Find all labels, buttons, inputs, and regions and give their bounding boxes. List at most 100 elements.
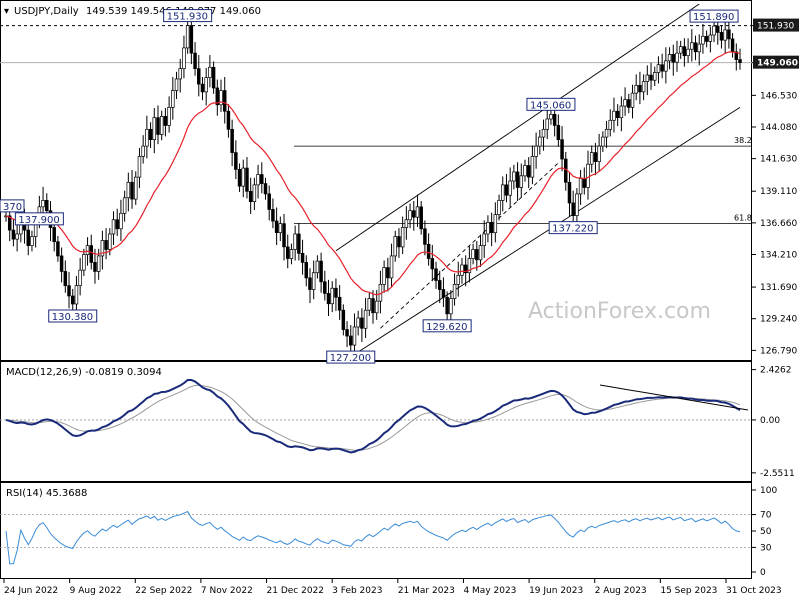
price-axis: 151.930 149.060 146.530 144.080 141.630 139.1… — [752, 18, 799, 356]
candle-body — [571, 202, 575, 216]
candle-body — [245, 167, 249, 192]
candle-body — [423, 228, 427, 245]
candle-body — [330, 287, 334, 305]
candle-body — [475, 249, 479, 261]
price-label-box — [14, 212, 64, 226]
candle-body — [586, 163, 590, 188]
x-axis: 24 Jun 2022 9 Aug 2022 22 Sep 2022 7 Nov 20… — [3, 579, 782, 596]
candle-body — [234, 152, 238, 170]
candle-body — [45, 200, 49, 212]
candle-body — [538, 136, 542, 147]
candle-body — [119, 212, 123, 230]
candle-body — [656, 64, 661, 73]
candle-body — [708, 34, 713, 42]
candle-body — [612, 110, 616, 121]
price-label-box — [689, 9, 739, 23]
candle-body — [730, 38, 735, 53]
x-tick-label: 19 Jun 2023 — [529, 586, 583, 596]
price-tick-label: 126.790 — [760, 346, 797, 356]
candle-body — [667, 54, 672, 62]
price-label-text: 129.620 — [426, 322, 467, 333]
candle-body — [185, 25, 190, 49]
candle-body — [85, 245, 90, 255]
candle-body — [111, 219, 116, 235]
channel-lower-line — [350, 106, 741, 358]
candle-body — [597, 145, 601, 162]
candle-body — [389, 255, 394, 279]
candle-body — [230, 128, 234, 153]
price-tick-label: 134.210 — [760, 251, 797, 261]
candle-body — [497, 200, 501, 215]
candle-body — [500, 184, 505, 201]
candle-body — [222, 90, 227, 112]
x-tick-label: 15 Sep 2023 — [660, 586, 717, 596]
x-tick-label: 22 Sep 2022 — [135, 586, 192, 596]
price-label-box — [422, 319, 472, 333]
candle-body — [193, 52, 197, 69]
candle-body — [274, 220, 279, 234]
candle-body — [67, 285, 71, 297]
candle-body — [82, 254, 86, 271]
candle-body — [360, 317, 364, 329]
candle-body — [241, 167, 246, 187]
high-marker-label: 151.930 — [757, 22, 794, 32]
candle-body — [41, 200, 45, 208]
candle-body — [56, 241, 60, 257]
candle-body — [460, 264, 464, 276]
candle-body — [686, 48, 690, 57]
candle-body — [260, 174, 264, 184]
candle-body — [211, 66, 216, 89]
candle-body — [367, 298, 372, 311]
candle-body — [627, 99, 631, 108]
macd-panel-frame — [0, 361, 752, 482]
candle-body — [93, 262, 97, 272]
candle-body — [371, 298, 375, 314]
candle-body — [738, 59, 742, 64]
candle-body — [690, 42, 694, 50]
candle-body — [560, 139, 564, 160]
candle-body — [415, 206, 420, 218]
candle-body — [734, 51, 739, 60]
symbol-timeframe: USDJPY,Daily — [14, 6, 79, 17]
candle-body — [486, 221, 490, 235]
rsi-panel-frame — [0, 482, 752, 579]
candle-body — [256, 174, 260, 186]
x-tick-label: 9 Aug 2022 — [70, 586, 122, 596]
candle-body — [463, 264, 468, 274]
price-label-text: 127.200 — [330, 353, 371, 364]
price-tick-label: 141.630 — [760, 155, 797, 165]
candle-body — [723, 29, 727, 41]
candle-body — [15, 233, 19, 240]
candle-body — [152, 117, 157, 141]
candle-body — [408, 210, 412, 221]
candle-body — [412, 210, 416, 218]
price-tick-label: 139.110 — [760, 187, 797, 197]
x-tick-label: 7 Nov 2022 — [201, 586, 253, 596]
candle-body — [74, 285, 79, 305]
candle-body — [426, 243, 431, 259]
price-label-text: 145.060 — [530, 100, 571, 111]
price-label-text: 151.930 — [167, 12, 208, 23]
rsi-tick-label: 50 — [760, 527, 772, 537]
candle-body — [267, 193, 271, 210]
candle-body — [608, 119, 613, 130]
candle-body — [526, 165, 531, 178]
candle-body — [397, 236, 401, 248]
panel-frames — [0, 0, 752, 579]
symbol-icon: ▾ — [4, 6, 9, 17]
price-label-box — [526, 97, 576, 111]
candle-body — [7, 215, 12, 231]
candle-body — [623, 99, 627, 107]
candle-body — [519, 175, 524, 188]
candle-body — [237, 169, 242, 187]
candle-body — [712, 25, 716, 36]
price-tick-label: 131.690 — [760, 283, 797, 293]
macd-tick-label: 2.4262 — [760, 366, 792, 376]
high-marker-box — [753, 18, 799, 32]
candle-body — [141, 145, 145, 157]
candle-body — [534, 145, 538, 157]
x-tick-label: 21 Dec 2022 — [267, 586, 325, 596]
candle-body — [304, 262, 309, 279]
